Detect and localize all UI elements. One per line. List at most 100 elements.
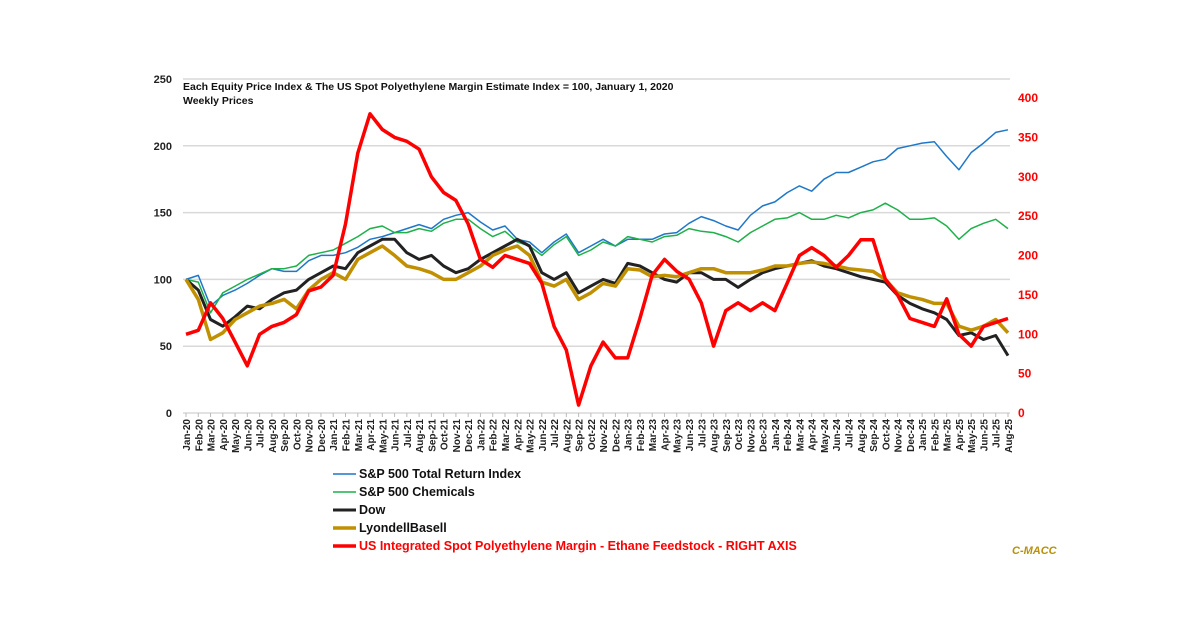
- x-tick-label: Sep-23: [722, 419, 733, 452]
- x-tick-label: Jan-22: [476, 419, 487, 451]
- y-tick-label: 100: [154, 274, 172, 286]
- y2-tick-label: 300: [1018, 170, 1038, 184]
- y2-tick-label: 50: [1018, 367, 1032, 381]
- x-tick-label: Sep-21: [427, 419, 438, 452]
- y-tick-label: 0: [166, 408, 172, 420]
- x-tick-label: Jul-20: [256, 419, 267, 448]
- x-tick-label: Feb-21: [341, 419, 352, 452]
- x-tick-label: Nov-24: [894, 419, 905, 453]
- x-tick-label: Jun-21: [391, 419, 402, 452]
- x-tick-label: Nov-23: [746, 419, 757, 453]
- x-tick-label: May-23: [673, 419, 684, 453]
- y2-tick-label: 350: [1018, 130, 1038, 144]
- series-line-2: [185, 237, 1010, 357]
- x-tick-label: Dec-24: [906, 419, 917, 452]
- y-tick-label: 150: [154, 208, 172, 220]
- x-tick-label: Oct-21: [440, 419, 451, 451]
- x-tick-label: Jun-20: [243, 419, 254, 452]
- x-tick-label: Aug-22: [562, 419, 573, 453]
- y2-tick-label: 100: [1018, 327, 1038, 341]
- y2-tick-label: 400: [1018, 91, 1038, 105]
- x-tick-label: Mar-22: [501, 419, 512, 452]
- x-tick-label: Jun-23: [685, 419, 696, 452]
- x-tick-label: Jun-22: [538, 419, 549, 452]
- x-tick-label: Sep-22: [575, 419, 586, 452]
- right-y-axis: 0 50 100 150 200 250 300 350 400: [1018, 91, 1038, 420]
- x-tick-label: Mar-23: [648, 419, 659, 452]
- left-y-axis: 0 50 100 150 200 250: [154, 74, 172, 420]
- x-tick-label: Dec-20: [317, 419, 328, 452]
- series-line-3: [184, 244, 1010, 342]
- x-tick-label: Oct-20: [292, 419, 303, 451]
- x-tick-label: Nov-20: [305, 419, 316, 453]
- legend-label: US Integrated Spot Polyethylene Margin -…: [359, 539, 797, 553]
- x-tick-label: Nov-21: [452, 419, 463, 453]
- chart-title: Each Equity Price Index & The US Spot Po…: [183, 81, 674, 93]
- y2-tick-label: 200: [1018, 249, 1038, 263]
- x-tick-label: Aug-20: [268, 419, 279, 453]
- x-tick-label: Jul-22: [550, 419, 561, 448]
- x-tick-label: Aug-25: [1004, 419, 1015, 453]
- legend-label: Dow: [359, 503, 386, 517]
- x-tick-label: Apr-21: [366, 419, 377, 451]
- legend-label: S&P 500 Chemicals: [359, 485, 475, 499]
- series-lines: [184, 112, 1010, 407]
- x-tick-label: Jan-25: [918, 419, 929, 451]
- x-tick-label: May-21: [378, 419, 389, 453]
- x-tick-label: May-24: [820, 419, 831, 453]
- x-tick-label: Apr-24: [808, 419, 819, 451]
- x-tick-label: Apr-22: [513, 419, 524, 451]
- x-tick-label: Nov-22: [599, 419, 610, 453]
- x-tick-label: Jun-25: [979, 419, 990, 452]
- x-tick-label: Mar-21: [354, 419, 365, 452]
- y2-tick-label: 150: [1018, 288, 1038, 302]
- chart-subtitle: Weekly Prices: [183, 95, 254, 107]
- x-tick-label: Dec-21: [464, 419, 475, 452]
- x-axis: Jan-20 Feb-20 Mar-20 Apr-20 May-20 Jun-20 Jul-…: [182, 413, 1015, 453]
- y2-tick-label: 0: [1018, 406, 1025, 420]
- x-tick-label: May-22: [526, 419, 537, 453]
- x-tick-label: Jul-25: [992, 419, 1003, 448]
- series-line-4: [185, 112, 1009, 407]
- y-tick-label: 250: [154, 74, 172, 86]
- x-tick-label: Sep-20: [280, 419, 291, 452]
- x-tick-label: Mar-25: [943, 419, 954, 452]
- y2-tick-label: 250: [1018, 209, 1038, 223]
- x-tick-label: Dec-23: [759, 419, 770, 452]
- x-tick-label: Mar-20: [207, 419, 218, 452]
- y-tick-label: 200: [154, 141, 172, 153]
- x-tick-label: Aug-21: [415, 419, 426, 453]
- series-line-1: [185, 202, 1009, 314]
- x-tick-label: Aug-23: [710, 419, 721, 453]
- x-tick-label: Feb-24: [783, 419, 794, 452]
- x-tick-label: Jan-24: [771, 419, 782, 451]
- x-tick-label: Jul-21: [403, 419, 414, 448]
- series-line-0: [185, 129, 1009, 307]
- x-tick-label: Aug-24: [857, 419, 868, 453]
- x-tick-label: Apr-25: [955, 419, 966, 451]
- legend: S&P 500 Total Return Index S&P 500 Chemic…: [333, 467, 797, 553]
- x-tick-label: Mar-24: [795, 419, 806, 452]
- credit-label: C-MACC: [1012, 545, 1058, 557]
- x-tick-label: May-20: [231, 419, 242, 453]
- y-tick-label: 50: [160, 341, 172, 353]
- x-tick-label: Jan-20: [182, 419, 193, 451]
- x-tick-label: Jul-23: [697, 419, 708, 448]
- x-tick-label: Feb-20: [194, 419, 205, 452]
- x-tick-label: Sep-24: [869, 419, 880, 452]
- x-tick-label: Dec-22: [611, 419, 622, 452]
- legend-label: S&P 500 Total Return Index: [359, 467, 521, 481]
- x-tick-label: Jul-24: [845, 419, 856, 448]
- legend-label: LyondellBasell: [359, 521, 447, 535]
- x-tick-label: May-25: [967, 419, 978, 453]
- x-tick-label: Jan-23: [624, 419, 635, 451]
- x-tick-label: Feb-22: [489, 419, 500, 452]
- x-tick-label: Oct-24: [881, 419, 892, 451]
- x-tick-label: Jun-24: [832, 419, 843, 452]
- x-tick-label: Apr-20: [219, 419, 230, 451]
- x-tick-label: Feb-23: [636, 419, 647, 452]
- x-tick-label: Oct-22: [587, 419, 598, 451]
- x-tick-label: Apr-23: [660, 419, 671, 451]
- x-tick-label: Oct-23: [734, 419, 745, 451]
